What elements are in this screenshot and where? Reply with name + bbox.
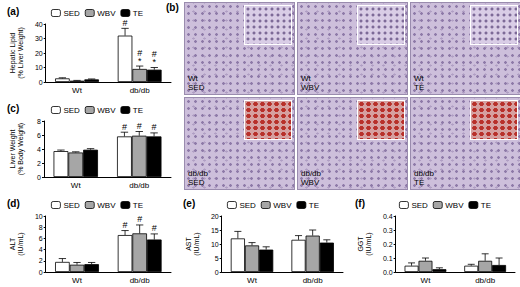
- svg-text:ALT: ALT: [9, 237, 16, 250]
- svg-text:10: 10: [35, 213, 43, 220]
- svg-text:AST: AST: [185, 236, 192, 250]
- svg-text:#: #: [152, 122, 157, 132]
- svg-text:#: #: [122, 122, 127, 132]
- svg-text:SED: SED: [63, 106, 80, 115]
- svg-text:TE: TE: [133, 9, 143, 18]
- svg-text:10: 10: [211, 241, 219, 248]
- svg-text:SED: SED: [63, 9, 80, 18]
- svg-text:4: 4: [37, 146, 41, 153]
- svg-text:6: 6: [37, 132, 41, 139]
- svg-text:Wt: Wt: [71, 181, 82, 190]
- html-text:Wt TE: Wt TE: [414, 74, 425, 92]
- svg-text:4: 4: [39, 246, 43, 253]
- svg-text:#: #: [137, 121, 142, 131]
- svg-text:#: #: [123, 18, 128, 28]
- svg-text:db/db: db/db: [130, 86, 151, 95]
- svg-text:5: 5: [215, 255, 219, 262]
- svg-text:0.1: 0.1: [383, 255, 393, 262]
- svg-text:Liver Weight: Liver Weight: [9, 130, 17, 169]
- svg-text:(IU/mL): (IU/mL): [193, 232, 201, 255]
- svg-text:TE: TE: [481, 201, 491, 210]
- svg-text:TE: TE: [309, 201, 319, 210]
- svg-text:2: 2: [39, 257, 43, 264]
- svg-text:0: 0: [39, 269, 43, 276]
- svg-text:0.4: 0.4: [383, 213, 393, 220]
- svg-text:*: *: [153, 57, 157, 67]
- svg-text:db/db: db/db: [475, 276, 496, 285]
- svg-text:db/db: db/db: [130, 276, 151, 285]
- html-text:db/db TE: db/db TE: [414, 169, 434, 187]
- svg-text:(e): (e): [183, 198, 195, 209]
- svg-text:8: 8: [39, 224, 43, 231]
- svg-text:WBV: WBV: [97, 201, 116, 210]
- svg-text:#: #: [152, 223, 157, 233]
- svg-text:#: #: [137, 214, 142, 224]
- svg-text:(f): (f): [355, 198, 365, 209]
- svg-text:6: 6: [39, 235, 43, 242]
- svg-text:*: *: [138, 56, 142, 66]
- svg-text:0: 0: [39, 79, 43, 86]
- svg-text:GGT: GGT: [357, 236, 364, 252]
- html-text:db/db WBV: db/db WBV: [301, 169, 321, 187]
- svg-text:(% Liver Weight): (% Liver Weight): [17, 27, 25, 79]
- svg-text:TE: TE: [133, 201, 143, 210]
- svg-text:Wt: Wt: [247, 276, 258, 285]
- svg-text:10: 10: [35, 64, 43, 71]
- svg-text:20: 20: [211, 213, 219, 220]
- svg-text:WBV: WBV: [445, 201, 464, 210]
- svg-text:(a): (a): [7, 6, 19, 17]
- svg-text:Wt: Wt: [72, 276, 83, 285]
- svg-text:40: 40: [35, 21, 43, 28]
- svg-text:0.0: 0.0: [383, 269, 393, 276]
- svg-text:0.2: 0.2: [383, 241, 393, 248]
- svg-text:SED: SED: [63, 201, 80, 210]
- svg-text:db/db: db/db: [303, 276, 324, 285]
- svg-text:WBV: WBV: [97, 106, 116, 115]
- svg-text:SED: SED: [239, 201, 256, 210]
- svg-text:Hepatic Lipid: Hepatic Lipid: [9, 33, 17, 74]
- html-text:(b): (b): [166, 2, 179, 13]
- svg-text:0: 0: [215, 269, 219, 276]
- svg-text:2: 2: [37, 160, 41, 167]
- svg-text:TE: TE: [133, 106, 143, 115]
- svg-text:30: 30: [35, 35, 43, 42]
- html-text:Wt WBV: Wt WBV: [301, 74, 320, 92]
- svg-text:Wt: Wt: [72, 86, 83, 95]
- svg-text:WBV: WBV: [273, 201, 292, 210]
- svg-text:Wt: Wt: [421, 276, 432, 285]
- svg-text:SED: SED: [411, 201, 428, 210]
- svg-text:db/db: db/db: [129, 181, 150, 190]
- svg-text:(c): (c): [7, 103, 19, 114]
- svg-text:8: 8: [37, 118, 41, 125]
- svg-text:#: #: [123, 220, 128, 230]
- svg-text:20: 20: [35, 50, 43, 57]
- svg-text:15: 15: [211, 227, 219, 234]
- svg-text:0: 0: [37, 174, 41, 181]
- svg-text:0.3: 0.3: [383, 227, 393, 234]
- html-text:Wt SED: Wt SED: [188, 74, 205, 92]
- svg-text:WBV: WBV: [97, 9, 116, 18]
- html-text:db/db SED: db/db SED: [188, 169, 208, 187]
- svg-text:(IU/mL): (IU/mL): [17, 232, 25, 255]
- svg-text:(IU/mL): (IU/mL): [365, 232, 373, 255]
- svg-text:(% Body Weight): (% Body Weight): [17, 123, 25, 175]
- svg-text:(d): (d): [7, 198, 20, 209]
